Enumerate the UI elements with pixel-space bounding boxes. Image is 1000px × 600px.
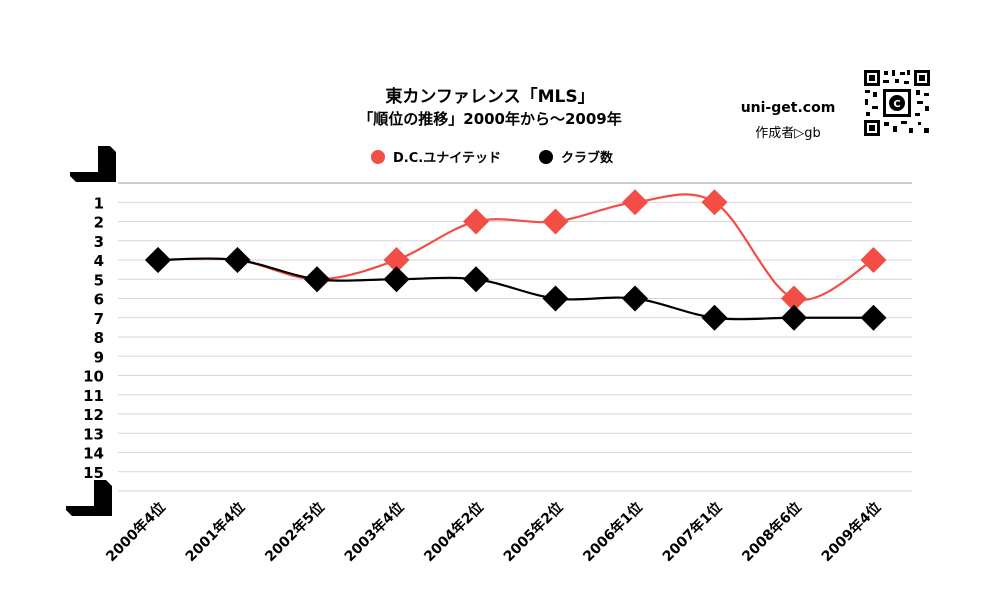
x-tick-label: 2006年1位 [580, 499, 646, 565]
chart-title: 東カンファレンス「MLS」 [385, 87, 595, 107]
data-point [860, 247, 887, 273]
y-tick-label: 3 [94, 233, 104, 251]
data-point [542, 285, 569, 312]
corner-square-icon [70, 146, 116, 182]
data-point [145, 247, 171, 273]
data-point [463, 266, 489, 293]
y-tick-label: 7 [94, 310, 104, 328]
data-point [224, 247, 251, 273]
data-point [701, 189, 728, 216]
y-tick-label: 1 [94, 194, 104, 212]
y-tick-label: 2 [94, 214, 104, 232]
series-line-1 [157, 257, 874, 321]
x-tick-label: 2009年4位 [818, 499, 884, 565]
data-point [860, 304, 887, 331]
y-tick-label: 15 [83, 464, 104, 482]
legend-label: クラブ数 [561, 150, 614, 166]
x-tick-label: 2003年4位 [341, 499, 407, 565]
corner-square-icon [66, 480, 112, 516]
svg-text:C: C [893, 99, 900, 110]
x-tick-label: 2001年4位 [182, 499, 248, 565]
x-tick-label: 2008年6位 [739, 499, 805, 565]
data-point [383, 247, 410, 273]
qr-code-icon: C [862, 68, 932, 138]
data-point [622, 189, 648, 216]
data-point [463, 208, 489, 235]
data-point [304, 266, 330, 293]
data-point [383, 266, 410, 293]
data-point [622, 285, 648, 312]
site-name: uni-get.com [740, 100, 836, 116]
y-tick-label: 5 [94, 271, 104, 289]
data-point [701, 304, 728, 331]
legend-label: D.C.ユナイテッド [393, 151, 501, 166]
author-credit: 作成者▷gb [755, 126, 821, 141]
y-tick-label: 8 [94, 329, 104, 347]
legend-marker [539, 150, 553, 164]
y-tick-label: 14 [83, 445, 104, 463]
chart-subtitle: 「順位の推移」2000年から～2009年 [358, 110, 622, 128]
y-tick-label: 10 [83, 368, 104, 386]
y-tick-label: 6 [94, 291, 104, 309]
x-tick-label: 2005年2位 [500, 499, 566, 565]
data-point [781, 285, 807, 312]
y-tick-label: 4 [94, 252, 104, 270]
y-tick-label: 11 [83, 387, 104, 405]
data-point [542, 208, 569, 235]
x-tick-label: 2002年5位 [262, 499, 328, 565]
x-tick-label: 2007年1位 [659, 499, 725, 565]
series-line-0 [157, 193, 875, 302]
y-tick-label: 9 [94, 348, 104, 366]
y-tick-label: 13 [83, 425, 104, 443]
legend-marker [371, 150, 385, 164]
x-tick-label: 2004年2位 [421, 499, 487, 565]
y-tick-label: 12 [83, 406, 104, 424]
x-tick-label: 2000年4位 [103, 499, 169, 565]
data-point [781, 304, 807, 331]
